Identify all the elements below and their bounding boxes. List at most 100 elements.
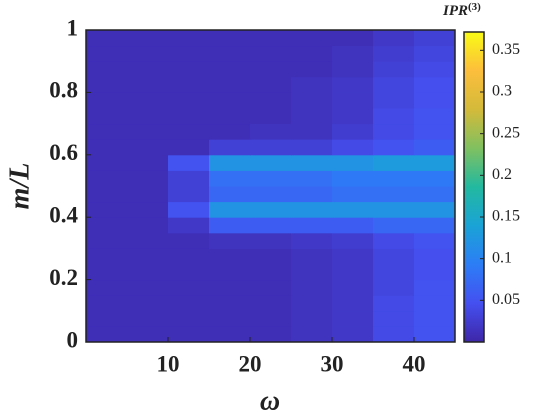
heatmap-cell — [373, 279, 415, 296]
heatmap-cell — [168, 76, 210, 93]
heatmap-cell — [373, 30, 415, 47]
heatmap-cell — [209, 248, 251, 265]
heatmap-cell — [291, 30, 333, 47]
heatmap-cell — [127, 92, 169, 109]
colorbar-tick-label: 0.05 — [492, 291, 520, 308]
heatmap-cell — [250, 326, 292, 343]
heatmap-cell — [86, 61, 128, 78]
colorbar-label-sup: (3) — [468, 1, 481, 13]
heatmap-cell — [168, 30, 210, 47]
heatmap-cell — [168, 248, 210, 265]
heatmap-cell — [209, 186, 251, 203]
heatmap-cell — [373, 232, 415, 249]
heatmap-cell — [414, 30, 456, 47]
heatmap-cell — [250, 30, 292, 47]
heatmap-cell — [291, 232, 333, 249]
heatmap-cell — [291, 170, 333, 187]
heatmap-cell — [414, 232, 456, 249]
heatmap-cell — [414, 154, 456, 171]
heatmap-cell — [250, 201, 292, 218]
heatmap-cell — [86, 154, 128, 171]
heatmap-cell — [250, 92, 292, 109]
heatmap-cell — [209, 30, 251, 47]
heatmap-cell — [250, 61, 292, 78]
heatmap-cell — [209, 264, 251, 281]
heatmap-cell — [332, 186, 374, 203]
y-axis-label: m/L — [4, 163, 35, 210]
heatmap-cell — [373, 217, 415, 234]
heatmap-cell — [86, 76, 128, 93]
heatmap-cell — [332, 170, 374, 187]
heatmap-cell — [373, 154, 415, 171]
colorbar-tick-label: 0.25 — [492, 124, 520, 141]
heatmap-cell — [332, 248, 374, 265]
heatmap-cell — [373, 92, 415, 109]
heatmap-cell — [86, 310, 128, 327]
heatmap-cell — [168, 154, 210, 171]
y-tick-label: 0.2 — [49, 265, 78, 290]
heatmap-cell — [332, 76, 374, 93]
heatmap-cell — [209, 76, 251, 93]
heatmap-cell — [86, 217, 128, 234]
heatmap-cell — [86, 295, 128, 312]
heatmap-cell — [291, 154, 333, 171]
heatmap-cell — [86, 92, 128, 109]
heatmap-cell — [250, 154, 292, 171]
heatmap-cell — [209, 92, 251, 109]
heatmap-cell — [373, 139, 415, 156]
heatmap-cell — [373, 123, 415, 140]
heatmap-cell — [168, 232, 210, 249]
heatmap-cell — [209, 61, 251, 78]
heatmap-cell — [86, 248, 128, 265]
heatmap-cell — [127, 248, 169, 265]
heatmap-cell — [291, 279, 333, 296]
heatmap-cell — [291, 326, 333, 343]
heatmap-cell — [127, 154, 169, 171]
heatmap-cell — [250, 232, 292, 249]
heatmap-cell — [86, 170, 128, 187]
heatmap-cell — [127, 108, 169, 125]
heatmap-cell — [127, 45, 169, 62]
heatmap-cell — [414, 310, 456, 327]
heatmap-cell — [250, 123, 292, 140]
heatmap-cell — [291, 123, 333, 140]
heatmap — [86, 30, 456, 343]
heatmap-cell — [209, 170, 251, 187]
heatmap-cell — [332, 310, 374, 327]
heatmap-cell — [414, 326, 456, 343]
heatmap-cell — [127, 326, 169, 343]
heatmap-cell — [127, 170, 169, 187]
heatmap-cell — [291, 264, 333, 281]
heatmap-cell — [86, 139, 128, 156]
heatmap-cell — [291, 295, 333, 312]
heatmap-cell — [250, 248, 292, 265]
colorbar — [463, 31, 485, 343]
heatmap-cell — [373, 170, 415, 187]
heatmap-cell — [127, 76, 169, 93]
heatmap-cell — [127, 310, 169, 327]
colorbar-tick-label: 0.35 — [492, 41, 520, 58]
heatmap-cell — [168, 139, 210, 156]
heatmap-cell — [373, 76, 415, 93]
heatmap-cell — [414, 295, 456, 312]
heatmap-cell — [168, 295, 210, 312]
heatmap-cell — [414, 61, 456, 78]
colorbar-label: IPR(3) — [442, 1, 481, 20]
heatmap-cell — [250, 279, 292, 296]
heatmap-cell — [332, 61, 374, 78]
heatmap-cell — [291, 201, 333, 218]
heatmap-cell — [127, 217, 169, 234]
heatmap-cell — [127, 61, 169, 78]
heatmap-cell — [414, 217, 456, 234]
heatmap-cell — [414, 279, 456, 296]
heatmap-cell — [86, 201, 128, 218]
heatmap-cell — [209, 108, 251, 125]
heatmap-cell — [332, 217, 374, 234]
heatmap-cell — [86, 279, 128, 296]
heatmap-cell — [414, 201, 456, 218]
x-tick-label: 40 — [403, 351, 426, 376]
heatmap-cell — [209, 310, 251, 327]
heatmap-cell — [168, 310, 210, 327]
heatmap-cell — [86, 45, 128, 62]
